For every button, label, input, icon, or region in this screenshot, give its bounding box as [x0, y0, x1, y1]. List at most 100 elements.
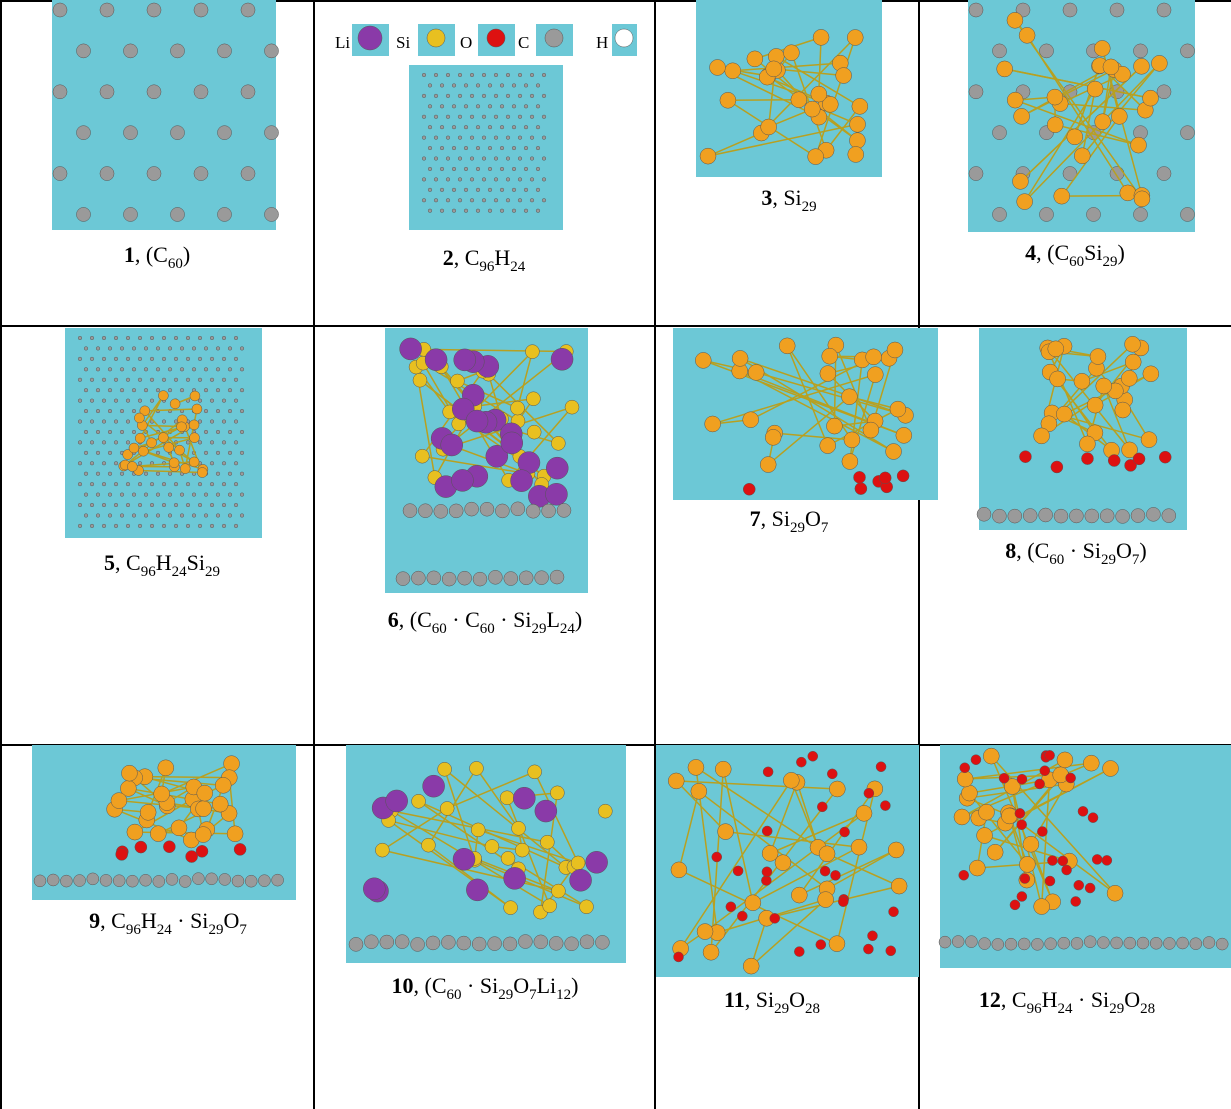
- atom: [452, 167, 456, 171]
- atom: [132, 368, 136, 372]
- atom: [210, 461, 214, 465]
- atom: [939, 936, 951, 948]
- atom: [580, 935, 594, 949]
- atom: [1086, 207, 1100, 221]
- atom: [135, 433, 145, 443]
- atom: [1087, 81, 1103, 97]
- atom: [542, 136, 546, 140]
- atom: [674, 952, 684, 962]
- atom: [170, 207, 184, 221]
- atom: [987, 844, 1003, 860]
- atom: [452, 146, 456, 150]
- atom: [194, 3, 208, 17]
- atom: [971, 755, 981, 765]
- atom: [779, 338, 795, 354]
- atom: [126, 378, 130, 382]
- atom: [536, 188, 540, 192]
- formula-text: ): [571, 973, 578, 998]
- structure-image: [65, 328, 262, 538]
- atom: [1096, 378, 1112, 394]
- atom: [428, 188, 432, 192]
- atom: [482, 198, 486, 202]
- atom: [170, 399, 180, 409]
- atom: [748, 364, 764, 380]
- atom: [760, 457, 776, 473]
- atom: [482, 73, 486, 77]
- atom: [464, 188, 468, 192]
- atom: [428, 146, 432, 150]
- atom: [452, 125, 456, 129]
- atom: [126, 875, 138, 887]
- formula-text: · Si: [495, 607, 532, 632]
- caption-number: 7: [750, 506, 761, 531]
- subscript: 96: [1027, 1001, 1043, 1017]
- atom: [113, 875, 125, 887]
- atom: [158, 391, 168, 401]
- atom: [78, 441, 82, 445]
- atom: [425, 349, 447, 371]
- atom: [543, 899, 557, 913]
- atom: [1125, 336, 1141, 352]
- atom: [495, 504, 509, 518]
- atom: [96, 388, 100, 392]
- atom: [826, 418, 842, 434]
- subscript: 29: [208, 922, 223, 938]
- atom: [446, 94, 450, 98]
- atom: [138, 336, 142, 340]
- atom: [464, 167, 468, 171]
- atom: [1020, 874, 1030, 884]
- formula-text: Si: [1084, 240, 1102, 265]
- atom: [150, 378, 154, 382]
- atom: [1018, 938, 1030, 950]
- atom: [500, 188, 504, 192]
- atom: [102, 441, 106, 445]
- atom: [120, 368, 124, 372]
- atom: [473, 572, 487, 586]
- structure-image: [977, 328, 1187, 530]
- atom: [129, 443, 139, 453]
- atom: [525, 345, 539, 359]
- atom: [222, 482, 226, 486]
- formula-text: H: [141, 908, 157, 933]
- atom: [198, 482, 202, 486]
- atom: [836, 68, 852, 84]
- atom: [164, 442, 174, 452]
- atom: [197, 468, 207, 478]
- atom: [78, 399, 82, 403]
- atom: [471, 823, 485, 837]
- caption: 3, Si29: [761, 185, 816, 215]
- atom: [96, 472, 100, 476]
- atom: [546, 457, 568, 479]
- atom: [557, 503, 571, 517]
- atom: [222, 441, 226, 445]
- structure-image: [32, 745, 296, 900]
- atom: [222, 524, 226, 528]
- atom: [1007, 12, 1023, 28]
- atom: [959, 870, 969, 880]
- atom: [856, 805, 872, 821]
- atom: [469, 761, 483, 775]
- structure-image: [52, 0, 279, 230]
- atom: [216, 514, 220, 518]
- atom: [204, 409, 208, 413]
- atom: [150, 524, 154, 528]
- atom: [470, 178, 474, 182]
- atom: [470, 94, 474, 98]
- atom: [526, 504, 540, 518]
- atom: [102, 399, 106, 403]
- atom: [421, 838, 435, 852]
- atom: [174, 336, 178, 340]
- atom: [90, 399, 94, 403]
- atom: [565, 400, 579, 414]
- atom: [791, 92, 807, 108]
- formula-text: L: [546, 607, 559, 632]
- atom: [1159, 451, 1171, 463]
- atom: [1051, 461, 1063, 473]
- subscript: 29: [1103, 254, 1118, 270]
- atom: [1103, 760, 1119, 776]
- atom: [234, 503, 238, 507]
- atom: [466, 410, 488, 432]
- atom: [108, 368, 112, 372]
- atom: [102, 357, 106, 361]
- atom: [186, 851, 198, 863]
